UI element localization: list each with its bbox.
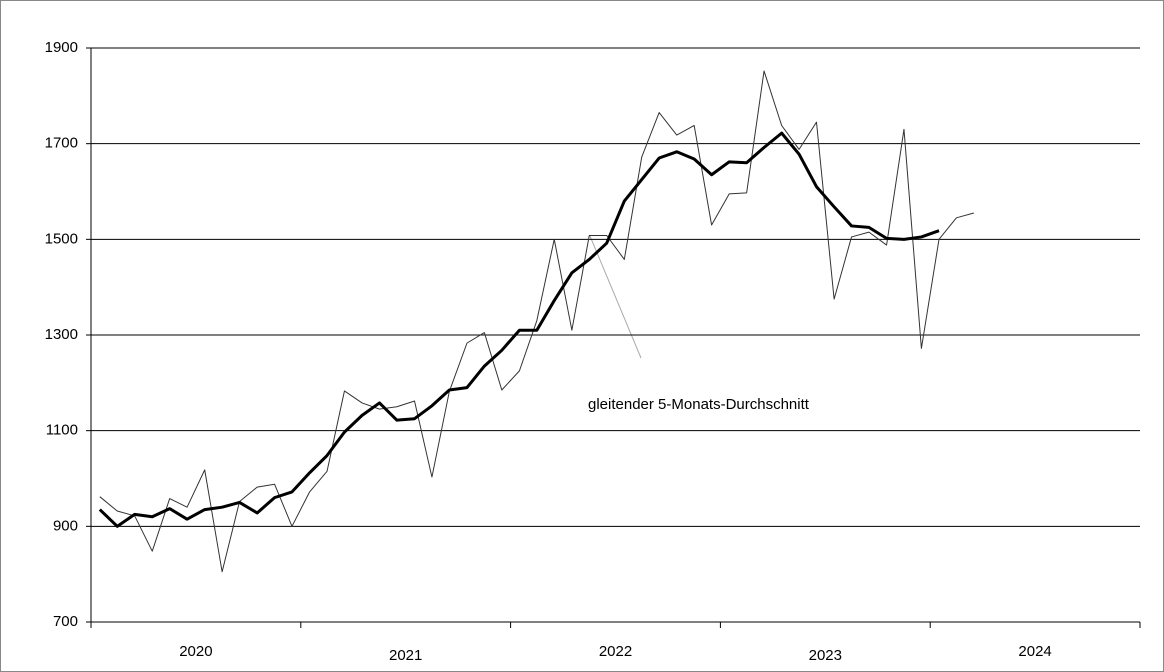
x-tick-label: 2020	[179, 643, 212, 660]
y-tick-label: 1900	[45, 39, 78, 56]
series-line	[98, 131, 940, 528]
y-tick-label: 1100	[46, 422, 78, 439]
x-tick-label: 2023	[809, 647, 842, 664]
x-tick-label: 2022	[599, 643, 632, 660]
annotation: gleitender 5-Monats-Durchschnitt	[588, 396, 810, 413]
y-tick-label: 1300	[45, 326, 78, 343]
y-tick-label: 1700	[45, 135, 78, 152]
series-line	[99, 70, 974, 573]
y-tick-label: 1500	[45, 230, 78, 247]
x-tick-label: 2021	[389, 647, 422, 664]
x-tick-label: 2024	[1018, 643, 1051, 660]
annotation-leader	[589, 235, 642, 359]
y-tick-label: 700	[53, 613, 78, 630]
y-tick-label: 900	[53, 517, 78, 534]
